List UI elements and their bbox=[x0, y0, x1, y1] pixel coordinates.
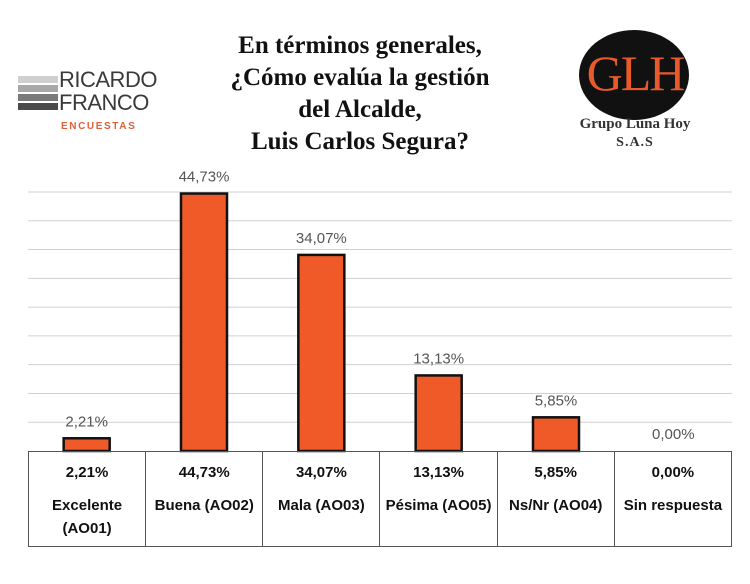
table-value-buena: 44,73% bbox=[145, 451, 264, 492]
data-label-4: 5,85% bbox=[535, 392, 578, 409]
logo-subtitle: ENCUESTAS bbox=[61, 121, 137, 132]
bar-0 bbox=[62, 437, 111, 453]
category-label-pesima: Pésima (AO05) bbox=[379, 492, 498, 547]
gridlines bbox=[28, 191, 732, 423]
data-label-5: 0,00% bbox=[652, 426, 695, 443]
table-value-sin-respuesta: 0,00% bbox=[613, 451, 733, 492]
title-line-3: del Alcalde, bbox=[298, 96, 422, 123]
title-line-2: ¿Cómo evalúa la gestión bbox=[230, 64, 490, 91]
data-label-2: 34,07% bbox=[296, 230, 347, 247]
bars bbox=[62, 192, 581, 453]
data-label-1: 44,73% bbox=[179, 169, 230, 186]
data-labels: 2,21% 44,73% 34,07% 13,13% 5,85% 0,00% bbox=[65, 169, 694, 443]
title-line-4: Luis Carlos Segura? bbox=[250, 128, 470, 155]
table-value-excelente: 2,21% bbox=[27, 451, 147, 492]
table-value-mala: 34,07% bbox=[262, 451, 381, 492]
glh-company-name: Grupo Luna Hoy bbox=[579, 116, 691, 132]
bar-3 bbox=[414, 374, 463, 453]
chart-title: En términos generales, ¿Cómo evalúa la g… bbox=[190, 30, 530, 158]
table-value-nsnr: 5,85% bbox=[496, 451, 615, 492]
logo-line-1: RICARDO bbox=[59, 67, 157, 92]
ricardo-franco-logo: RICARDO FRANCO ENCUESTAS bbox=[18, 68, 168, 138]
data-label-0: 2,21% bbox=[65, 413, 108, 430]
logo-line-2: FRANCO bbox=[59, 90, 149, 115]
bar-2 bbox=[297, 253, 346, 453]
category-label-nsnr: Ns/Nr (AO04) bbox=[496, 492, 615, 547]
category-label-excelente: Excelente (AO01) bbox=[27, 492, 147, 547]
category-label-mala: Mala (AO03) bbox=[262, 492, 381, 547]
title-line-1: En términos generales, bbox=[238, 32, 482, 59]
category-label-sin-respuesta: Sin respuesta bbox=[613, 492, 733, 547]
bar-1 bbox=[179, 192, 229, 453]
grupo-luna-hoy-logo: GLH Grupo Luna Hoy S.A.S bbox=[555, 30, 730, 160]
table-value-pesima: 13,13% bbox=[379, 451, 498, 492]
glh-circle-mark bbox=[579, 30, 689, 120]
data-label-3: 13,13% bbox=[413, 350, 464, 367]
ricardo-franco-wordmark: RICARDO FRANCO bbox=[59, 68, 157, 114]
category-label-buena: Buena (AO02) bbox=[145, 492, 264, 547]
glh-monogram: GLH bbox=[586, 45, 686, 101]
bar-4 bbox=[531, 416, 581, 453]
data-table: 2,21% 44,73% 34,07% 13,13% 5,85% 0,00% E… bbox=[27, 451, 733, 547]
glh-company-suffix: S.A.S bbox=[616, 135, 654, 150]
